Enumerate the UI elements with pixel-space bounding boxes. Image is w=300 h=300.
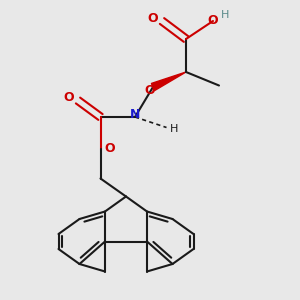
Text: O: O — [208, 14, 218, 28]
Text: H: H — [170, 124, 178, 134]
Text: O: O — [148, 11, 158, 25]
Polygon shape — [152, 72, 186, 91]
Text: O: O — [104, 142, 115, 155]
Text: N: N — [130, 107, 140, 121]
Text: O: O — [64, 91, 74, 104]
Text: H: H — [221, 10, 229, 20]
Text: O: O — [145, 83, 155, 97]
